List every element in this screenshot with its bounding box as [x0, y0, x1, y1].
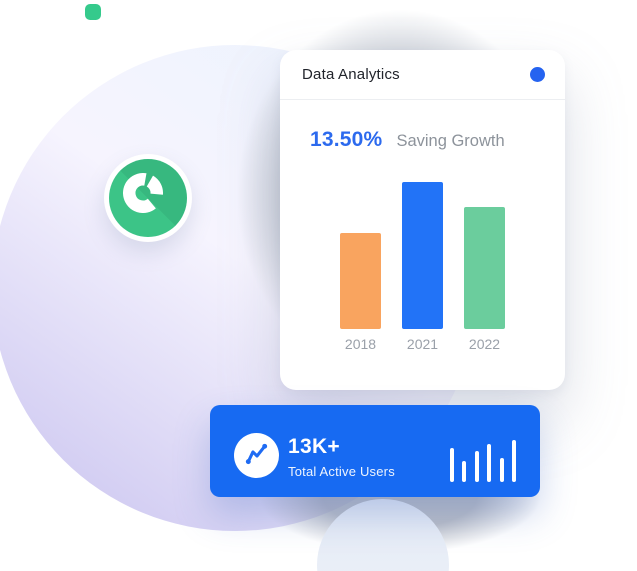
status-dot-icon: [530, 67, 545, 82]
equalizer-bars-icon: [449, 440, 516, 482]
saving-growth-bar-chart: 2018 2021 2022: [340, 182, 505, 352]
trending-up-icon: [245, 443, 268, 465]
equalizer-bar: [487, 444, 491, 482]
card-title: Data Analytics: [302, 66, 400, 83]
donut-chart-badge: [104, 154, 192, 242]
bar-2021: [402, 182, 443, 329]
card-header: Data Analytics: [280, 50, 565, 100]
banner-label: Total Active Users: [288, 464, 395, 479]
banner-text-block: 13K+ Total Active Users: [288, 435, 395, 479]
stat-value: 13.50%: [310, 128, 383, 151]
stat-label: Saving Growth: [396, 132, 505, 150]
equalizer-bar: [512, 440, 516, 482]
bar-2018: [340, 233, 381, 329]
equalizer-bar: [462, 461, 466, 482]
trending-icon-circle: [234, 433, 279, 478]
bar-column: 2021: [402, 182, 443, 352]
donut-icon-bg: [109, 159, 187, 237]
bar-label: 2021: [406, 336, 439, 352]
equalizer-bar: [449, 448, 454, 482]
banner-value: 13K+: [288, 435, 340, 458]
bar-label: 2022: [468, 336, 501, 352]
bar-column: 2018: [340, 233, 381, 352]
bar-label: 2018: [344, 336, 377, 352]
equalizer-bar: [499, 458, 504, 482]
active-users-banner: 13K+ Total Active Users: [210, 405, 540, 497]
donut-chart-icon: [123, 173, 163, 213]
green-dot-decor: [85, 4, 101, 20]
equalizer-bar: [474, 451, 479, 482]
bar-column: 2022: [464, 207, 505, 352]
stat-row: 13.50% Saving Growth: [310, 128, 505, 152]
bar-2022: [464, 207, 505, 329]
donut-badge-shade: [109, 159, 187, 237]
analytics-card: Data Analytics 13.50% Saving Growth 2018…: [280, 50, 565, 390]
